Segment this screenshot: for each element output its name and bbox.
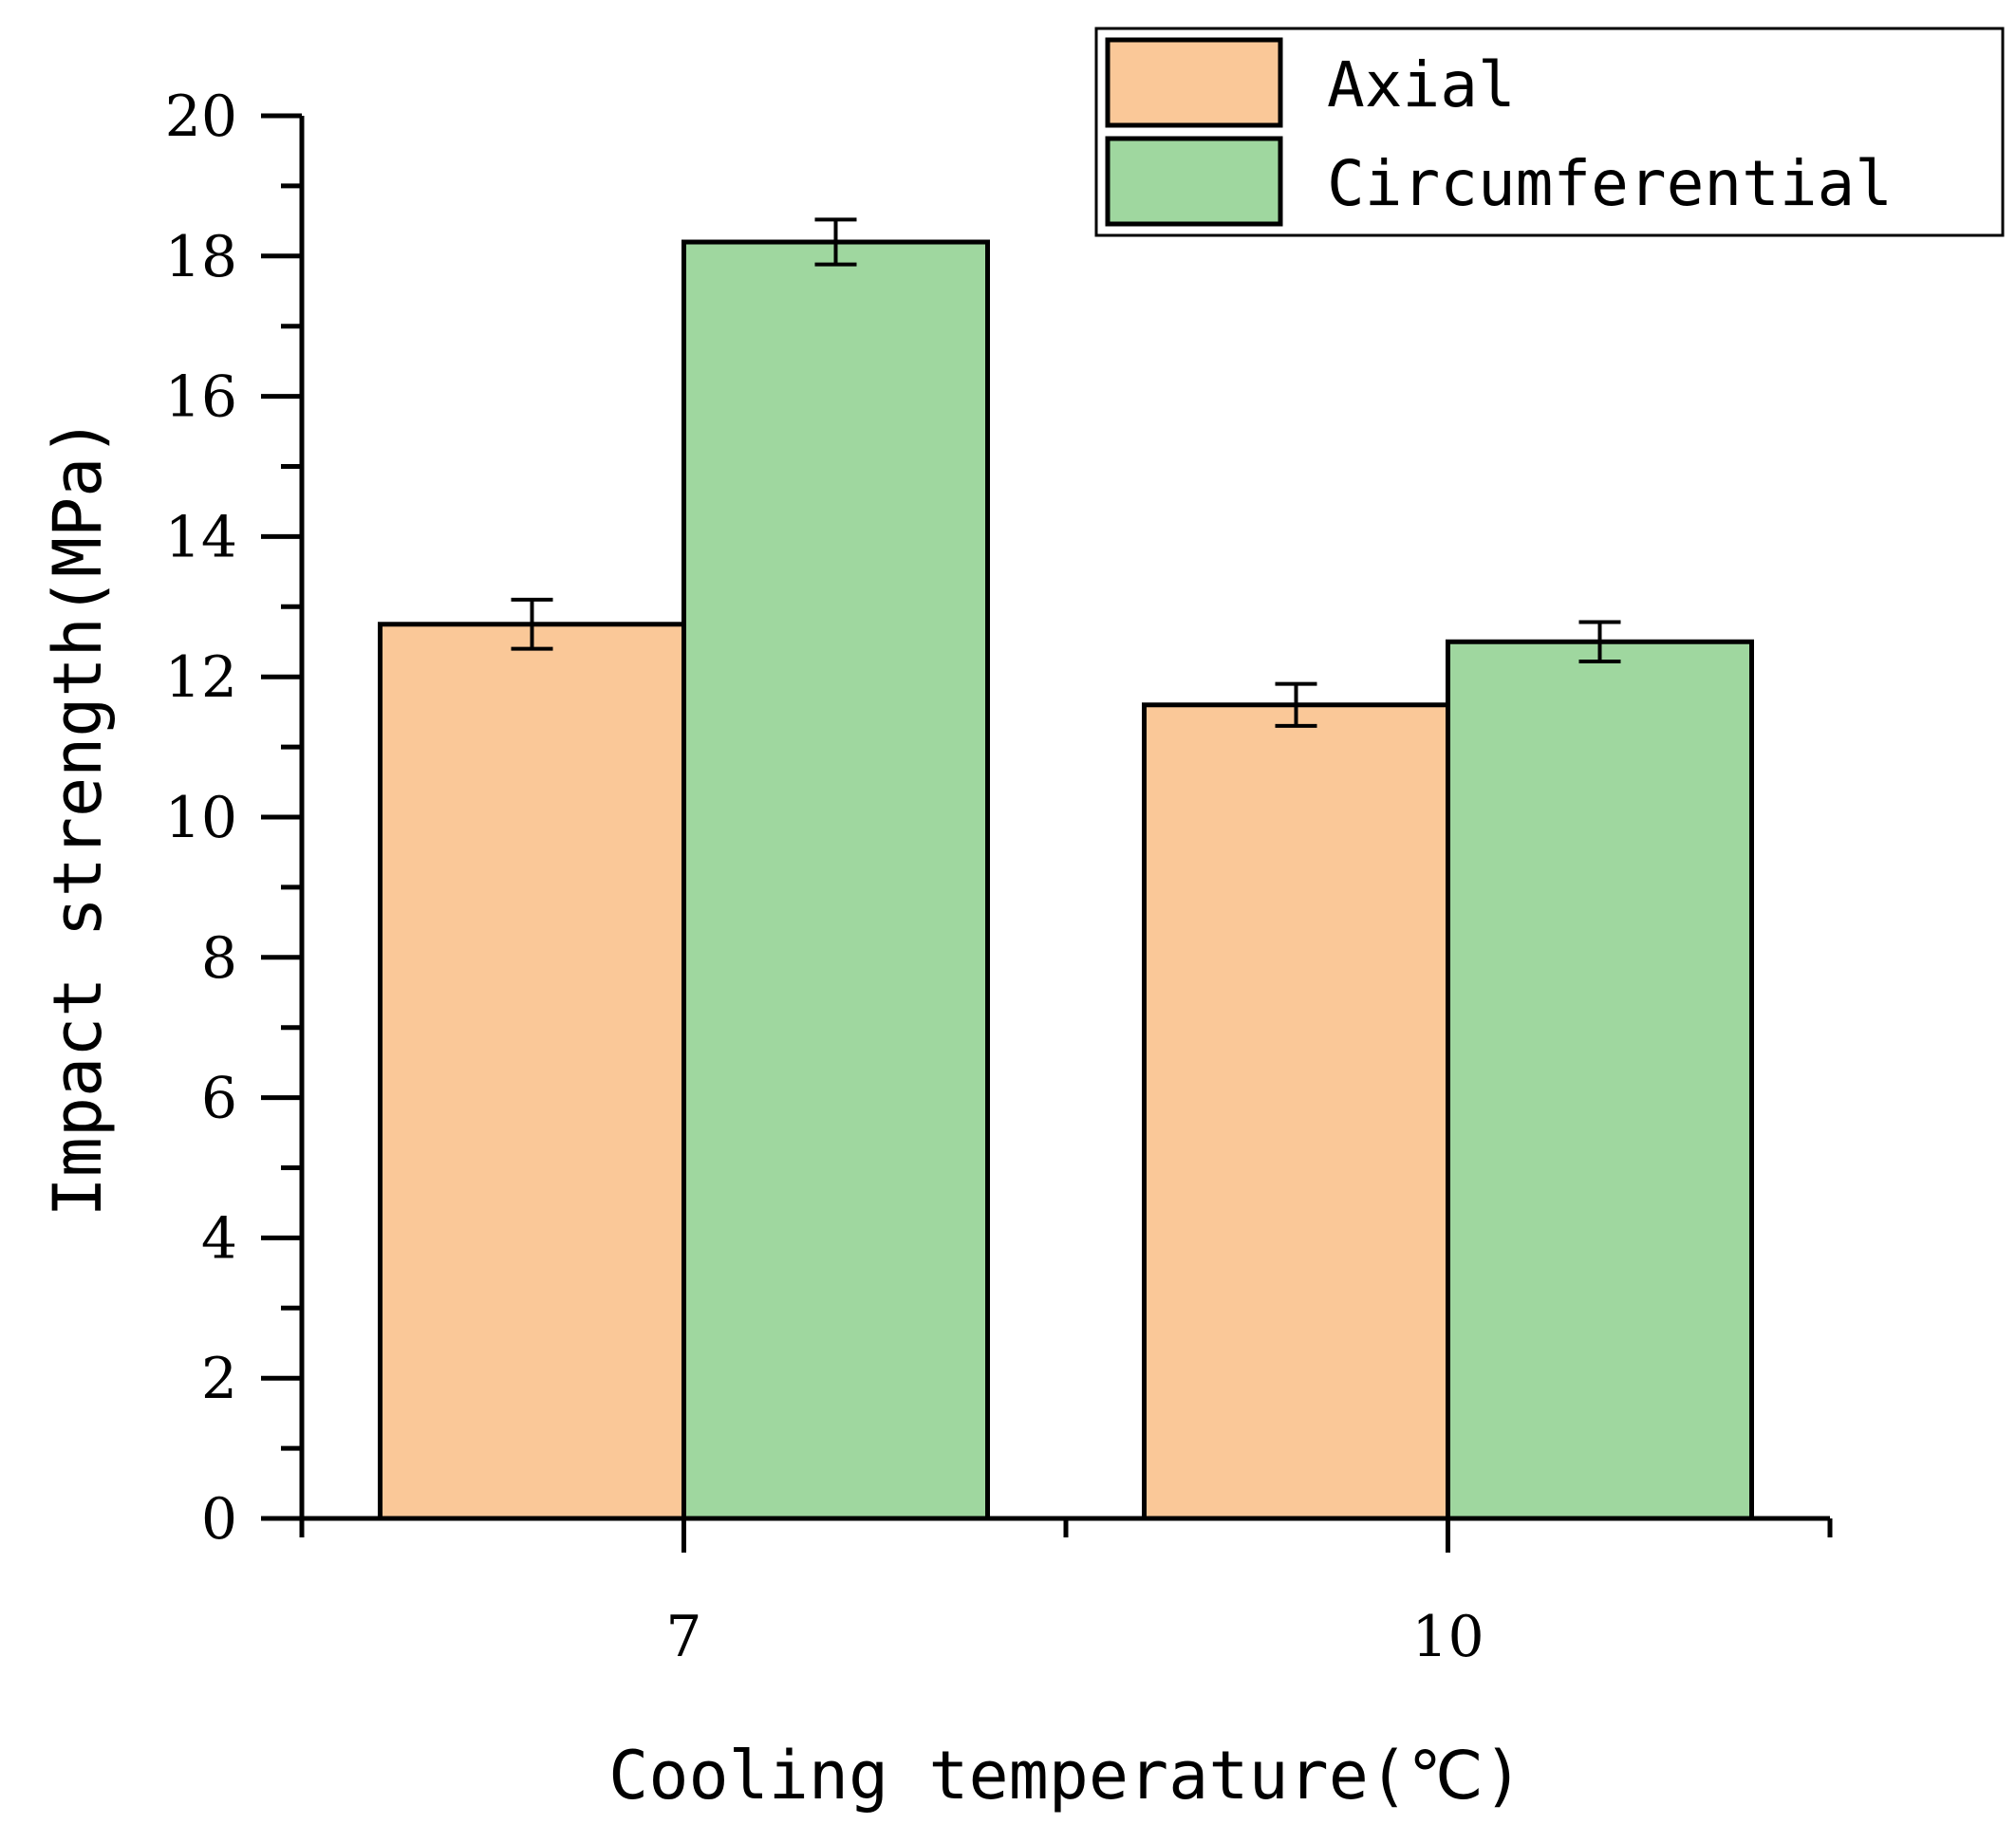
error-bar-axial-7 xyxy=(511,597,553,651)
bar-axial-7 xyxy=(378,622,686,1521)
y-tick-label: 0 xyxy=(201,1486,237,1553)
y-tick-label: 20 xyxy=(165,84,237,150)
x-axis-title: Cooling temperature(℃) xyxy=(608,1737,1523,1815)
error-bars-layer xyxy=(511,217,1621,728)
y-ticks-layer: 0 2 4 6 8 10 12 14 16 18 20 xyxy=(165,84,302,1553)
x-tick-label: 7 xyxy=(665,1604,701,1670)
y-axis-title: Impact strength(MPa) xyxy=(39,418,117,1218)
y-tick-label: 12 xyxy=(165,644,237,711)
error-bar-circumferential-10 xyxy=(1578,620,1621,663)
bar-axial-10 xyxy=(1142,702,1450,1521)
legend-label-circumferential: Circumferential xyxy=(1327,147,1893,220)
legend-swatch-circumferential xyxy=(1105,136,1283,227)
bars-layer xyxy=(378,239,1754,1521)
y-tick-label: 16 xyxy=(165,364,237,431)
legend-swatch-axial xyxy=(1105,37,1283,128)
error-bar-circumferential-7 xyxy=(814,217,857,267)
y-tick-label: 6 xyxy=(201,1066,237,1132)
legend: Axial Circumferential xyxy=(1094,27,2005,237)
y-tick-label: 18 xyxy=(165,224,237,290)
error-bar-axial-10 xyxy=(1275,681,1317,728)
y-tick-label: 8 xyxy=(201,925,237,992)
x-ticks-layer: 7 10 xyxy=(299,1518,1833,1670)
x-tick-label: 10 xyxy=(1411,1604,1484,1670)
y-tick-label: 2 xyxy=(201,1346,237,1412)
legend-label-axial: Axial xyxy=(1327,48,1516,121)
y-tick-label: 14 xyxy=(165,504,237,570)
y-tick-label: 4 xyxy=(201,1205,237,1272)
bar-circumferential-10 xyxy=(1446,639,1754,1521)
bar-circumferential-7 xyxy=(681,239,990,1521)
y-tick-label: 10 xyxy=(165,785,237,851)
